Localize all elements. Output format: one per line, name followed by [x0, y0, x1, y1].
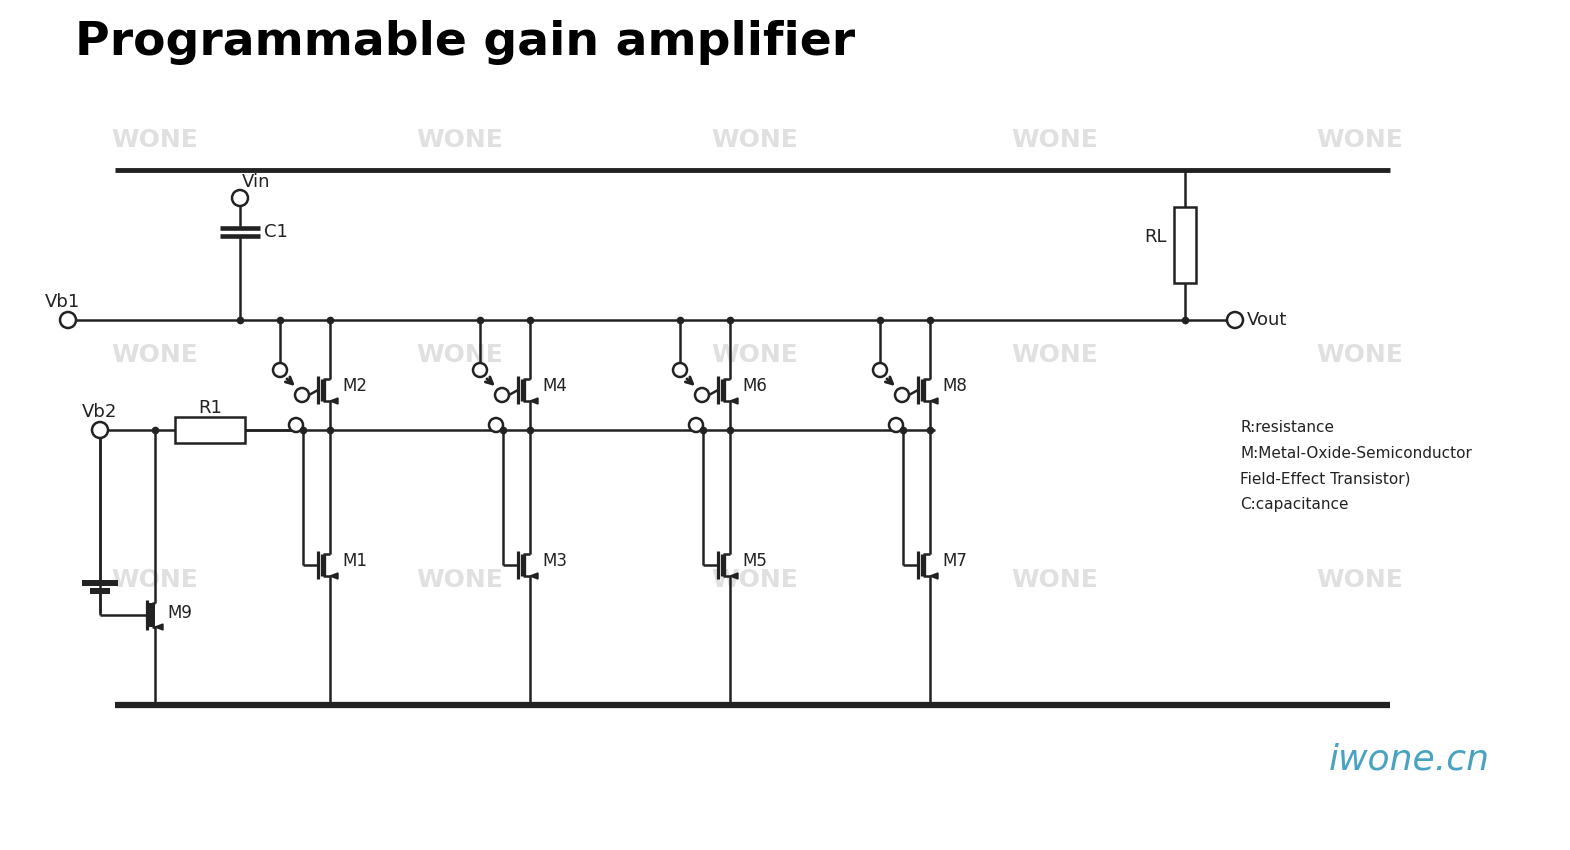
Text: WONE: WONE: [416, 343, 504, 367]
Polygon shape: [730, 398, 738, 404]
Circle shape: [473, 363, 487, 377]
Bar: [174, 417, 245, 443]
Text: RL: RL: [1145, 228, 1167, 246]
Text: WONE: WONE: [1011, 128, 1099, 152]
Text: R1: R1: [198, 399, 221, 417]
Text: Vb1: Vb1: [44, 293, 80, 311]
Text: M3: M3: [542, 552, 567, 570]
Text: M5: M5: [743, 552, 766, 570]
Circle shape: [873, 363, 887, 377]
Text: WONE: WONE: [1011, 568, 1099, 592]
Text: M6: M6: [743, 377, 766, 395]
Circle shape: [495, 388, 509, 402]
Text: WONE: WONE: [111, 568, 198, 592]
Text: WONE: WONE: [416, 128, 504, 152]
Circle shape: [289, 418, 303, 432]
Text: WONE: WONE: [711, 568, 799, 592]
Text: Vb2: Vb2: [82, 403, 118, 421]
Bar: [1174, 207, 1196, 283]
Circle shape: [488, 418, 502, 432]
Circle shape: [696, 388, 710, 402]
Circle shape: [674, 363, 688, 377]
Polygon shape: [330, 573, 338, 579]
Polygon shape: [730, 573, 738, 579]
Text: M7: M7: [942, 552, 967, 570]
Text: M8: M8: [942, 377, 967, 395]
Text: M1: M1: [342, 552, 367, 570]
Text: WONE: WONE: [1317, 128, 1404, 152]
Circle shape: [295, 388, 309, 402]
Text: WONE: WONE: [711, 128, 799, 152]
Polygon shape: [929, 398, 937, 404]
Circle shape: [60, 312, 75, 328]
Text: Vout: Vout: [1247, 311, 1287, 329]
Circle shape: [689, 418, 703, 432]
Text: M9: M9: [166, 604, 192, 622]
Polygon shape: [531, 398, 539, 404]
Text: WONE: WONE: [111, 343, 198, 367]
Circle shape: [232, 190, 248, 206]
Polygon shape: [929, 573, 937, 579]
Text: M2: M2: [342, 377, 367, 395]
Polygon shape: [330, 398, 338, 404]
Polygon shape: [531, 573, 539, 579]
Text: WONE: WONE: [1317, 568, 1404, 592]
Text: WONE: WONE: [711, 343, 799, 367]
Circle shape: [895, 388, 909, 402]
Text: M4: M4: [542, 377, 567, 395]
Circle shape: [889, 418, 903, 432]
Text: C1: C1: [264, 223, 287, 241]
Text: Vin: Vin: [242, 173, 270, 191]
Circle shape: [1228, 312, 1243, 328]
Circle shape: [273, 363, 287, 377]
Text: Programmable gain amplifier: Programmable gain amplifier: [75, 20, 856, 65]
Text: WONE: WONE: [111, 128, 198, 152]
Text: WONE: WONE: [1011, 343, 1099, 367]
Text: WONE: WONE: [416, 568, 504, 592]
Polygon shape: [155, 624, 163, 630]
Circle shape: [93, 422, 108, 438]
Text: WONE: WONE: [1317, 343, 1404, 367]
Text: R:resistance
M:Metal-Oxide-Semiconductor
Field-Effect Transistor)
C:capacitance: R:resistance M:Metal-Oxide-Semiconductor…: [1240, 420, 1473, 513]
Text: iwone.cn: iwone.cn: [1328, 743, 1490, 777]
